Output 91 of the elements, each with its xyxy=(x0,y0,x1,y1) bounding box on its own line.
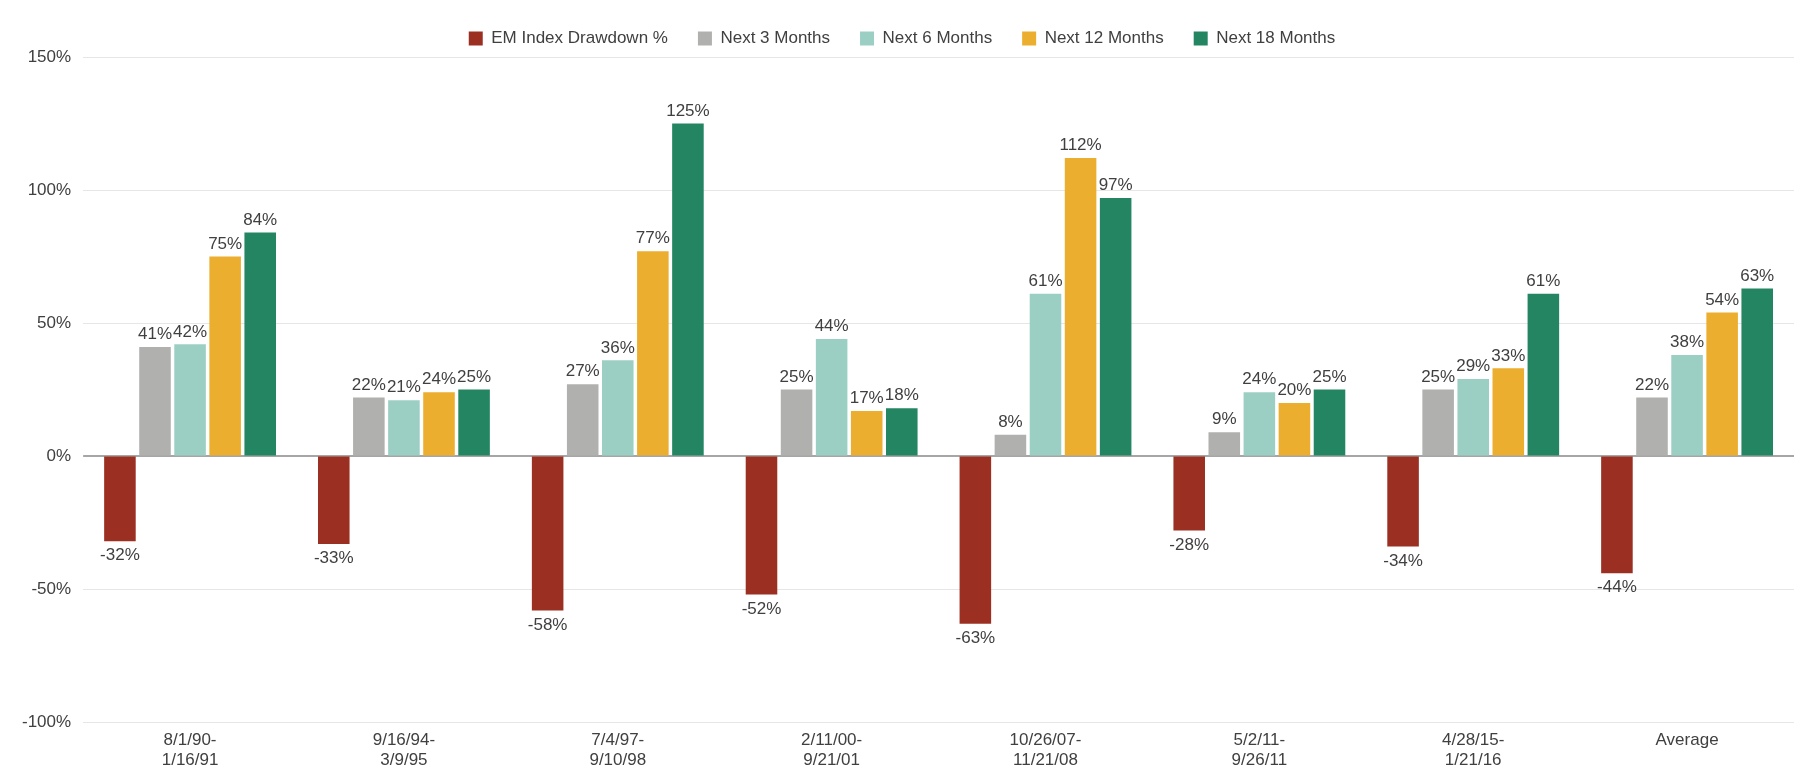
bar xyxy=(244,232,276,456)
data-label: 54% xyxy=(1705,289,1740,309)
bar xyxy=(672,123,704,456)
data-label: 25% xyxy=(779,366,814,386)
data-label: -34% xyxy=(1383,550,1423,570)
bar xyxy=(318,456,350,544)
bar xyxy=(423,392,455,456)
bar xyxy=(1601,456,1633,574)
bar xyxy=(850,410,883,456)
bar xyxy=(1064,158,1097,456)
data-label: 25% xyxy=(457,366,492,386)
data-label: 20% xyxy=(1277,380,1312,400)
bar xyxy=(1243,392,1276,456)
data-label: 38% xyxy=(1670,332,1705,352)
x-tick-label: 9/16/94- 3/9/95 xyxy=(372,730,436,770)
data-label: -33% xyxy=(313,548,354,568)
data-label: 8% xyxy=(998,412,1023,432)
data-label: 25% xyxy=(1312,366,1347,386)
legend-label: Next 6 Months xyxy=(882,28,993,48)
x-tick-label: Average xyxy=(1655,730,1719,750)
data-label: 17% xyxy=(849,388,884,408)
bar xyxy=(1278,402,1311,456)
data-label: 75% xyxy=(208,233,243,253)
data-label: 22% xyxy=(351,374,386,394)
bar xyxy=(1029,293,1062,456)
data-label: 112% xyxy=(1059,135,1102,155)
bar xyxy=(1492,368,1525,456)
data-label: -28% xyxy=(1169,534,1210,554)
data-label: -63% xyxy=(955,627,996,647)
y-tick-label: 50% xyxy=(37,312,72,332)
legend-label: Next 3 Months xyxy=(720,28,831,48)
data-label: 21% xyxy=(386,377,421,397)
data-label: -52% xyxy=(741,598,782,618)
bar xyxy=(1313,389,1346,456)
bar xyxy=(388,400,420,456)
legend-label: EM Index Drawdown % xyxy=(491,28,668,48)
data-label: 9% xyxy=(1211,409,1237,429)
x-tick-label: 5/2/11- 9/26/11 xyxy=(1231,730,1288,770)
data-label: 24% xyxy=(1242,369,1277,389)
data-label: 24% xyxy=(421,369,457,389)
bar xyxy=(637,251,669,456)
data-label: 29% xyxy=(1456,356,1491,376)
data-label: 125% xyxy=(666,100,710,120)
x-tick-label: 7/4/97- 9/10/98 xyxy=(589,730,647,770)
legend-label: Next 18 Months xyxy=(1216,28,1336,48)
data-label: 63% xyxy=(1740,265,1775,285)
bar xyxy=(458,389,490,456)
data-label: 84% xyxy=(243,209,278,229)
data-label: 42% xyxy=(173,321,208,341)
y-tick-label: 0% xyxy=(46,445,72,465)
legend-label: Next 12 Months xyxy=(1044,28,1164,48)
bar xyxy=(1387,456,1419,547)
y-tick-label: -100% xyxy=(22,711,72,731)
bar xyxy=(209,256,241,456)
y-tick-label: -50% xyxy=(31,578,72,598)
bar xyxy=(815,339,848,456)
data-label: 25% xyxy=(1421,366,1456,386)
x-tick-label: 2/11/00- 9/21/01 xyxy=(801,730,863,770)
bar xyxy=(1173,456,1205,531)
data-label: -44% xyxy=(1597,577,1637,597)
bar xyxy=(1457,378,1489,456)
bar xyxy=(959,456,992,624)
bar xyxy=(1741,288,1773,456)
y-tick-label: 150% xyxy=(27,46,72,66)
bar xyxy=(1527,293,1560,456)
data-label: 44% xyxy=(814,316,849,336)
x-tick-label: 10/26/07- 11/21/08 xyxy=(1009,730,1082,770)
y-tick-label: 100% xyxy=(27,179,72,199)
data-label: 33% xyxy=(1491,345,1526,365)
data-label: 97% xyxy=(1098,175,1133,195)
bar xyxy=(745,456,778,595)
data-label: -58% xyxy=(527,614,568,634)
data-label: 61% xyxy=(1526,271,1561,290)
data-label: 36% xyxy=(600,337,635,357)
bar xyxy=(1099,198,1132,456)
x-tick-label: 4/28/15- 1/21/16 xyxy=(1442,730,1505,770)
data-label: 61% xyxy=(1028,271,1063,290)
bar xyxy=(531,456,564,611)
data-label: 77% xyxy=(635,228,670,248)
data-label: -32% xyxy=(100,545,140,565)
bar xyxy=(1671,355,1703,456)
bar xyxy=(602,360,634,456)
bar xyxy=(1706,312,1738,456)
data-label: 18% xyxy=(884,385,919,405)
bar xyxy=(104,456,136,542)
data-label: 22% xyxy=(1634,374,1670,394)
bar xyxy=(174,344,206,456)
data-label: 41% xyxy=(137,324,173,344)
x-tick-label: 8/1/90- 1/16/91 xyxy=(161,730,219,770)
data-label: 27% xyxy=(565,361,600,381)
bar xyxy=(886,408,918,456)
